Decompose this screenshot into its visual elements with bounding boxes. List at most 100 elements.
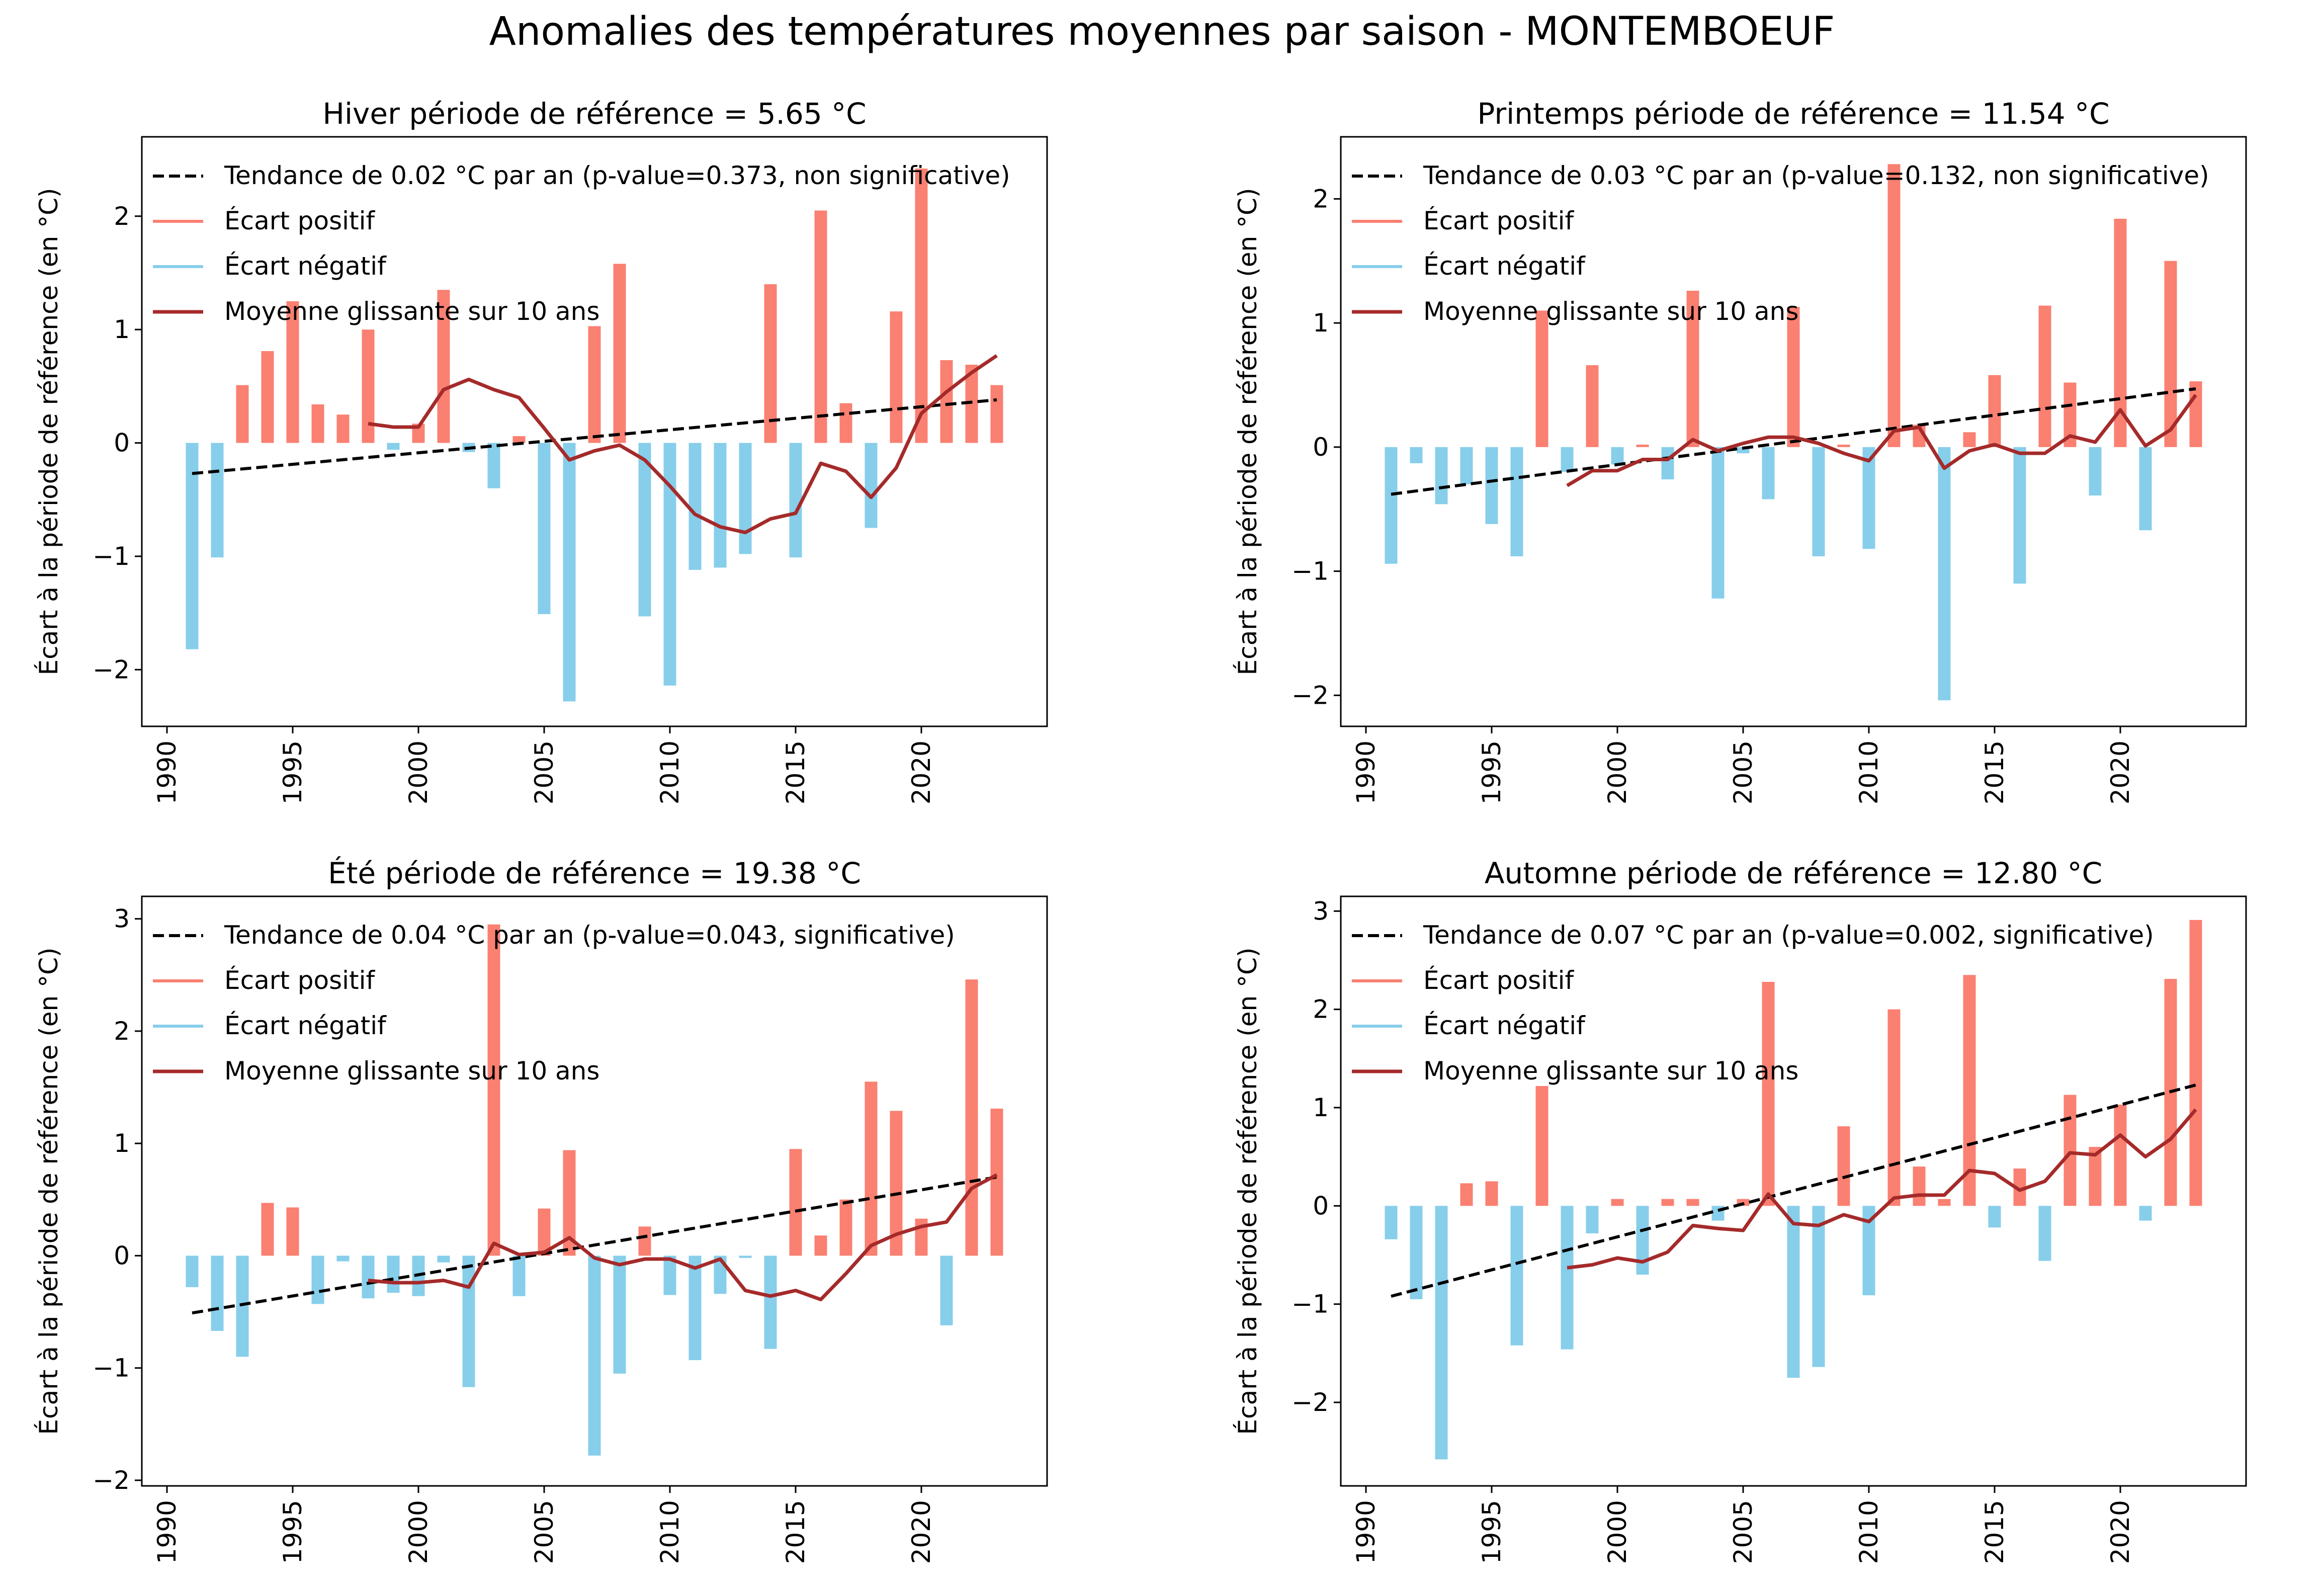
anomaly-bar bbox=[387, 443, 400, 450]
anomaly-bar bbox=[638, 443, 651, 617]
anomaly-bar bbox=[915, 169, 928, 443]
chart-panel: −2 −1 0 1 2 1990 1995 2000 2005 2010 2015 2020 Print… bbox=[1233, 97, 2247, 804]
y-tick-label: −2 bbox=[93, 1466, 130, 1495]
anomaly-bar bbox=[311, 404, 324, 443]
anomaly-bar bbox=[2164, 261, 2177, 447]
y-tick-label: 1 bbox=[1313, 308, 1329, 338]
axes-frame bbox=[1340, 895, 2247, 1487]
y-tick-label: 1 bbox=[1313, 1093, 1329, 1122]
x-tick-label: 2005 bbox=[530, 740, 559, 804]
anomaly-bar bbox=[1988, 1206, 2001, 1228]
axes-frame bbox=[1340, 136, 2247, 727]
y-tick-label: 2 bbox=[1313, 995, 1329, 1024]
anomaly-bar bbox=[688, 1256, 702, 1360]
y-tick-label: 1 bbox=[114, 1129, 130, 1158]
anomaly-bar bbox=[940, 1256, 953, 1325]
y-tick-label: 3 bbox=[114, 904, 130, 934]
anomaly-bar bbox=[1812, 1206, 1825, 1367]
anomaly-bar bbox=[2089, 1147, 2102, 1206]
anomaly-bar bbox=[1887, 164, 1901, 447]
anomaly-bar bbox=[1938, 447, 1951, 701]
anomaly-bar bbox=[286, 301, 299, 443]
x-tick-label: 2010 bbox=[655, 1500, 684, 1564]
y-tick-label: −1 bbox=[93, 1354, 130, 1383]
x-tick-label: 2015 bbox=[1980, 1500, 2009, 1564]
anomaly-bar bbox=[211, 443, 224, 558]
anomaly-bar bbox=[1711, 447, 1725, 599]
anomaly-bar bbox=[236, 1256, 249, 1357]
legend-rolling-label: Moyenne glissante sur 10 ans bbox=[224, 297, 599, 326]
anomaly-bar bbox=[739, 1256, 752, 1258]
y-tick-label: 0 bbox=[114, 429, 130, 458]
anomaly-bar bbox=[2189, 381, 2202, 447]
y-tick-label: 2 bbox=[1313, 184, 1329, 213]
anomaly-bar bbox=[487, 443, 500, 488]
anomaly-bar bbox=[211, 1256, 224, 1331]
x-tick-label: 2010 bbox=[1854, 740, 1883, 804]
anomaly-bar bbox=[1435, 447, 1448, 505]
legend-trend-label: Tendance de 0.02 °C par an (p-value=0.37… bbox=[224, 161, 1010, 190]
x-tick-label: 1995 bbox=[1477, 1500, 1506, 1564]
anomaly-bar bbox=[1535, 1085, 1548, 1206]
anomaly-bar bbox=[814, 1235, 827, 1256]
anomaly-bar bbox=[1862, 447, 1875, 549]
rolling-mean-line bbox=[1567, 1108, 2197, 1270]
x-tick-label: 1995 bbox=[278, 740, 307, 804]
anomaly-bar bbox=[990, 385, 1003, 443]
anomaly-bar bbox=[714, 443, 727, 568]
anomaly-bar bbox=[1837, 1126, 1850, 1206]
anomaly-bar bbox=[1561, 1206, 1574, 1350]
chart-panel: −2 −1 0 1 2 1990 1995 2000 2005 2010 2015 2020 Hiver… bbox=[34, 97, 1048, 804]
anomaly-bar bbox=[462, 1256, 475, 1387]
anomaly-bar bbox=[2038, 1206, 2051, 1261]
anomaly-bar bbox=[965, 979, 978, 1256]
anomaly-bar bbox=[1611, 1199, 1624, 1206]
anomaly-bar bbox=[538, 443, 551, 614]
anomaly-bar bbox=[588, 1256, 601, 1456]
y-tick-label: −2 bbox=[93, 655, 130, 684]
anomaly-bar bbox=[764, 1256, 777, 1349]
anomaly-bar bbox=[613, 1256, 626, 1374]
anomaly-bar bbox=[1485, 1181, 1498, 1206]
anomaly-bar bbox=[437, 290, 450, 443]
x-tick-label: 2000 bbox=[1603, 1500, 1632, 1564]
anomaly-bar bbox=[865, 1081, 878, 1256]
panel-title: Printemps période de référence = 11.54 °… bbox=[1477, 97, 2109, 131]
anomaly-bar bbox=[362, 1256, 375, 1299]
anomaly-bar bbox=[1938, 1199, 1951, 1206]
anomaly-bar bbox=[1636, 444, 1649, 447]
y-tick-label: 1 bbox=[114, 315, 130, 344]
anomaly-bar bbox=[1762, 981, 1775, 1206]
trend-line bbox=[1391, 1083, 2196, 1298]
anomaly-bar bbox=[261, 351, 274, 443]
anomaly-bar bbox=[311, 1256, 324, 1304]
anomaly-bar bbox=[512, 436, 526, 443]
anomaly-bar bbox=[1385, 1206, 1398, 1239]
y-axis-label: Écart à la période de référence (en °C) bbox=[1233, 188, 1262, 676]
anomaly-bar bbox=[186, 1256, 199, 1287]
anomaly-bar bbox=[512, 1256, 526, 1296]
anomaly-bar bbox=[236, 385, 249, 443]
anomaly-bar bbox=[437, 1256, 450, 1263]
anomaly-bar bbox=[1460, 1183, 1473, 1206]
legend-positive-label: Écart positif bbox=[1423, 965, 1575, 995]
anomaly-bar bbox=[2063, 1095, 2077, 1206]
x-tick-label: 2000 bbox=[404, 1500, 433, 1564]
anomaly-bar bbox=[261, 1203, 274, 1256]
anomaly-bar bbox=[1410, 447, 1423, 463]
anomaly-bar bbox=[865, 443, 878, 528]
x-tick-label: 1990 bbox=[1351, 1500, 1381, 1564]
x-tick-label: 2015 bbox=[1980, 740, 2009, 804]
anomaly-bar bbox=[1661, 447, 1674, 479]
anomaly-bar bbox=[1837, 444, 1850, 447]
anomaly-bar bbox=[789, 1149, 802, 1256]
x-tick-label: 2000 bbox=[1603, 740, 1632, 804]
legend-positive-label: Écart positif bbox=[224, 206, 376, 235]
anomaly-bar bbox=[2139, 1206, 2152, 1221]
anomaly-bar bbox=[1510, 447, 1523, 556]
legend-trend-label: Tendance de 0.07 °C par an (p-value=0.00… bbox=[1423, 921, 2154, 950]
legend-trend-label: Tendance de 0.03 °C par an (p-value=0.13… bbox=[1423, 161, 2209, 190]
anomaly-bar bbox=[588, 326, 601, 443]
anomaly-bar bbox=[1586, 1206, 1599, 1233]
